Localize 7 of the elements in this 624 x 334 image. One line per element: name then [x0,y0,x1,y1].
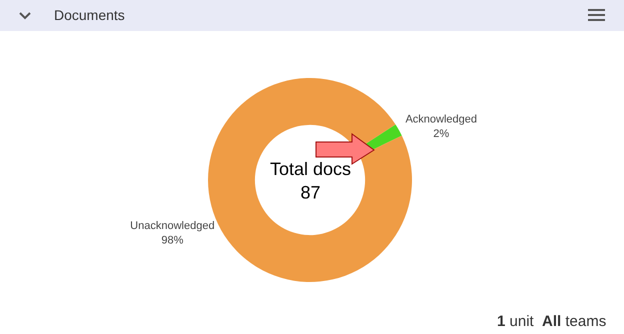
data-label: 98% [161,234,184,246]
slice-label: Unacknowledged [130,220,215,232]
chart-title: Documents [54,7,125,23]
data-label: 2% [433,128,450,140]
text: 1 unit All teams [497,313,606,330]
slice-label: Acknowledged [405,114,477,126]
text: Total docs 87 [270,159,352,202]
